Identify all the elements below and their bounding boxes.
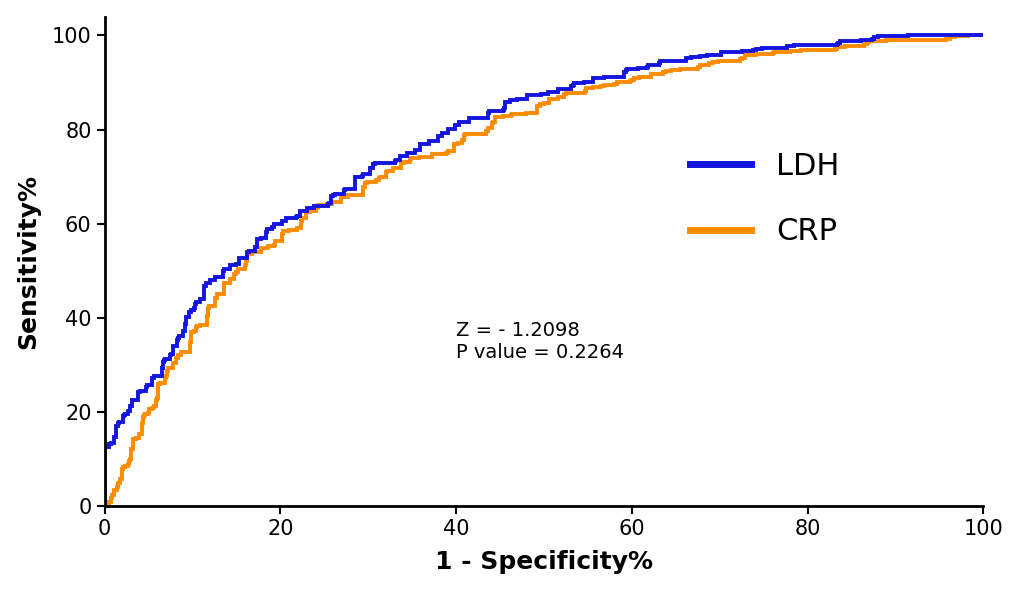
LDH [414,141,426,148]
CRP [184,341,197,348]
LDH [902,32,914,39]
LDH [693,53,705,60]
LDH [99,502,111,509]
Legend: LDH, CRP: LDH, CRP [678,139,851,259]
LDH [496,106,508,113]
Line: LDH: LDH [105,35,982,506]
CRP [99,502,111,509]
LDH [976,32,988,39]
CRP [304,207,316,215]
CRP [335,193,347,200]
LDH [830,41,843,48]
CRP [961,32,973,39]
CRP [487,119,499,126]
Line: CRP: CRP [105,35,982,506]
LDH [636,64,648,72]
CRP [480,128,492,135]
LDH [854,36,866,43]
Text: Z = - 1.2098
P value = 0.2264: Z = - 1.2098 P value = 0.2264 [455,321,624,362]
Y-axis label: Sensitivity%: Sensitivity% [16,174,41,349]
CRP [125,445,138,452]
X-axis label: 1 - Specificity%: 1 - Specificity% [435,550,652,574]
CRP [976,32,988,39]
